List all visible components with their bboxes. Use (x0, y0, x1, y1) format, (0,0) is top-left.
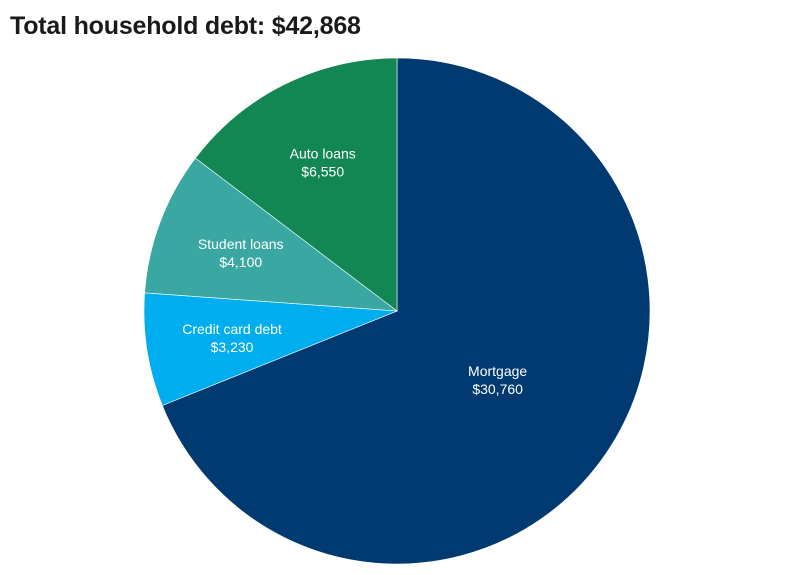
pie-slice-auto-loans (194, 57, 398, 312)
slice-label-student-loans: Student loans (198, 236, 284, 252)
pie-labels: Mortgage $30,760 Credit card debt $3,230 Stu… (182, 145, 527, 397)
slice-value-mortgage: $30,760 (472, 381, 523, 397)
chart-title: Total household debt: $42,868 (10, 12, 361, 40)
slice-label-auto-loans: Auto loans (290, 145, 356, 161)
pie-slice-credit-card-debt (143, 292, 398, 406)
pie-slices (143, 57, 651, 565)
slice-value-auto-loans: $6,550 (301, 163, 344, 179)
slice-label-credit-card-debt: Credit card debt (182, 321, 282, 337)
slice-value-student-loans: $4,100 (219, 254, 262, 270)
slice-label-mortgage: Mortgage (468, 363, 527, 379)
slice-value-credit-card-debt: $3,230 (211, 339, 254, 355)
pie-slice-student-loans (144, 157, 398, 312)
pie-slice-mortgage (161, 57, 651, 565)
